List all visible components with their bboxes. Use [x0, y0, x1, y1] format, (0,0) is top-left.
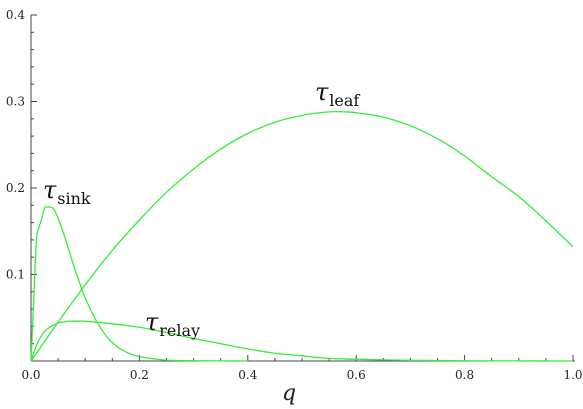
x-tick-label: 0.4 [238, 368, 257, 382]
series-label-sink: τsink [43, 176, 91, 208]
x-axis-label: q [282, 381, 296, 406]
y-tick-label: 0.1 [6, 268, 25, 282]
x-tick-label: 0.8 [455, 368, 474, 382]
axes [30, 15, 575, 362]
x-tick-label: 1.0 [563, 368, 582, 382]
y-tick-label: 0.4 [6, 8, 25, 22]
series-label-leaf: τleaf [315, 78, 360, 110]
y-tick-label: 0.2 [6, 181, 25, 195]
x-tick-label: 0.6 [347, 368, 366, 382]
ticks: 0.0 0.2 0.4 0.6 0.8 1.0 0.1 0.2 0.3 0.4 [6, 8, 583, 382]
series-line-sink [30, 206, 248, 362]
x-tick-label: 0.2 [130, 368, 149, 382]
y-tick-label: 0.3 [6, 95, 25, 109]
x-tick-label: 0.0 [21, 368, 40, 382]
series-line-relay [30, 320, 574, 362]
labels: q τleaf τsink τrelay [43, 78, 360, 406]
series-label-relay: τrelay [145, 308, 200, 340]
series-line-leaf [30, 110, 574, 362]
curves [30, 110, 574, 362]
